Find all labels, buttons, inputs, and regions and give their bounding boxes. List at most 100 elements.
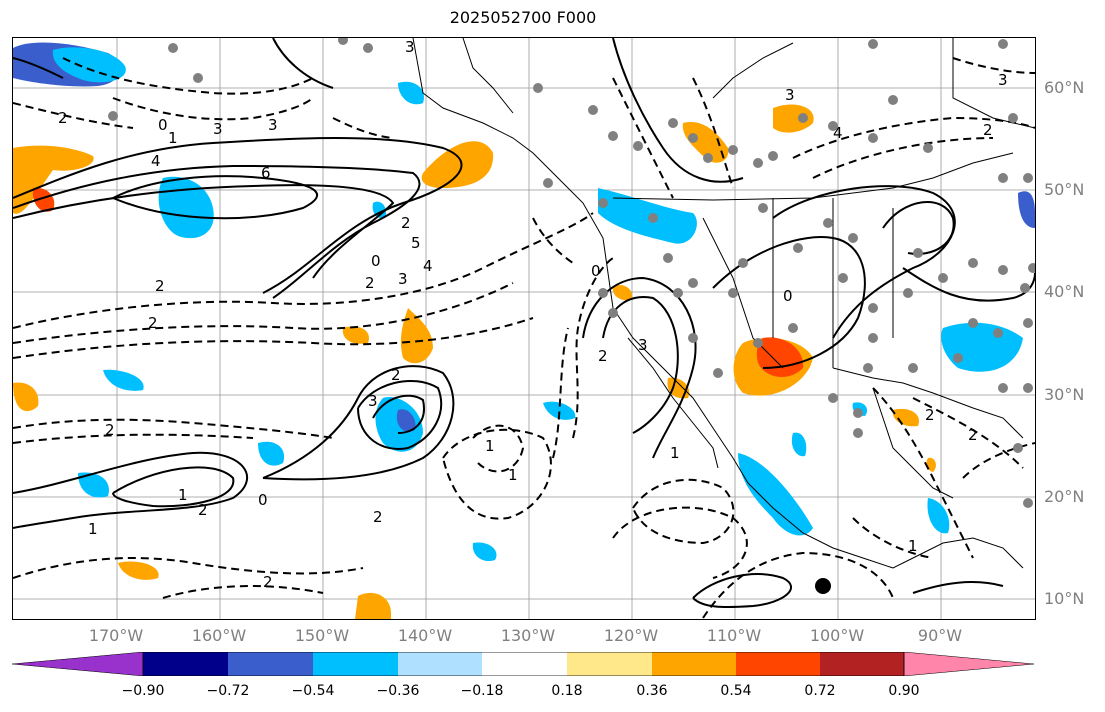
shade-negative [78, 472, 109, 498]
contour-label: 2 [983, 121, 993, 139]
colorbar-extend-low [12, 652, 144, 676]
contour-label: 2 [58, 109, 68, 127]
colorbar-tick: 0.72 [804, 683, 836, 699]
station-markers [108, 38, 1035, 508]
shade-negative [472, 542, 497, 562]
contour-label: 2 [148, 314, 158, 332]
lat-label: 50°N [1044, 180, 1085, 199]
lon-label: 90°W [917, 626, 963, 645]
lat-label: 10°N [1044, 589, 1085, 608]
colorbar-segment [143, 652, 228, 676]
lon-label: 120°W [603, 626, 659, 645]
center-marker [815, 578, 831, 594]
contour-label: 3 [405, 38, 415, 56]
colorbar-tick: 0.54 [720, 683, 752, 699]
lat-label: 20°N [1044, 487, 1085, 506]
shade-positive [342, 326, 369, 344]
colorbar-tick: −0.54 [291, 683, 335, 699]
colorbar-segment [313, 652, 398, 676]
colorbar-segment [652, 652, 736, 676]
contour-label: 3 [268, 116, 278, 134]
colorbar-tick: 0.90 [888, 683, 920, 699]
lon-label: 110°W [706, 626, 762, 645]
shade-negative [258, 441, 285, 466]
colorbar-segment [736, 652, 820, 676]
map-canvas: 3 2 0 1 4 6 3 3 2 5 4 0 2 3 2 2 2 3 2 1 … [13, 38, 1035, 619]
contour-label: 3 [368, 392, 378, 410]
contour-label: 0 [591, 262, 601, 280]
contour-label: 1 [508, 466, 518, 484]
colorbar-segment [398, 652, 482, 676]
shade-positive [118, 561, 159, 580]
contour-label: 4 [151, 152, 161, 170]
contour-label: 1 [168, 129, 178, 147]
map-title: 2025052700 F000 [449, 8, 597, 27]
colorbar-extend-high [903, 652, 1035, 676]
lon-label: 130°W [500, 626, 556, 645]
contour-label: 3 [213, 120, 223, 138]
colorbar-tick: 0.36 [636, 683, 668, 699]
contour-label: 5 [411, 234, 421, 252]
colorbar-tick: 0.18 [551, 683, 583, 699]
lat-label: 60°N [1044, 78, 1085, 97]
shade-positive [400, 308, 433, 364]
shade-positive [355, 592, 391, 619]
lat-label: 40°N [1044, 282, 1085, 301]
contour-label: 2 [365, 274, 375, 292]
shade-negative [941, 322, 1023, 372]
shade-negative [598, 188, 697, 244]
contour-label: 3 [638, 336, 648, 354]
colorbar-segment [820, 652, 904, 676]
colorbar-tick: −0.18 [460, 683, 504, 699]
lon-label: 160°W [191, 626, 247, 645]
shade-strong-positive [32, 187, 55, 212]
contour-label: 2 [598, 347, 608, 365]
lon-label: 100°W [809, 626, 865, 645]
solid-contours [13, 38, 1035, 609]
colorbar-segment [228, 652, 313, 676]
contour-label: 1 [670, 444, 680, 462]
contour-label: 2 [925, 406, 935, 424]
shade-positive [926, 457, 936, 472]
shade-strong-negative [396, 409, 416, 432]
shade-positive [421, 141, 494, 188]
contour-label: 2 [968, 426, 978, 444]
shade-negative [1018, 191, 1035, 228]
map-frame: 3 2 0 1 4 6 3 3 2 5 4 0 2 3 2 2 2 3 2 1 … [12, 37, 1036, 620]
contour-label: 3 [398, 270, 408, 288]
shade-negative [543, 401, 576, 420]
shade-negative [398, 81, 424, 105]
contour-labels: 3 2 0 1 4 6 3 3 2 5 4 0 2 3 2 2 2 3 2 1 … [58, 38, 1008, 591]
contour-label: 2 [401, 214, 411, 232]
contour-label: 2 [155, 277, 165, 295]
colorbar-tick: −0.90 [121, 683, 165, 699]
shade-positive [13, 382, 39, 412]
contour-label: 2 [391, 366, 401, 384]
contour-label: 0 [783, 287, 793, 305]
contour-label: 1 [485, 437, 495, 455]
contour-label: 1 [908, 537, 918, 555]
contour-label: 3 [785, 86, 795, 104]
lon-label: 150°W [294, 626, 350, 645]
colorbar-tick: −0.72 [206, 683, 250, 699]
contour-label: 4 [423, 257, 433, 275]
shade-negative [738, 453, 813, 536]
colorbar [12, 652, 1035, 676]
contour-label: 0 [158, 116, 168, 134]
shade-negative [927, 498, 950, 534]
shade-positive [682, 122, 729, 163]
colorbar-segment [482, 652, 567, 676]
contour-label: 6 [261, 164, 271, 182]
contour-label: 0 [371, 252, 381, 270]
lat-label: 30°N [1044, 385, 1085, 404]
colorbar-tick: −0.36 [376, 683, 420, 699]
contour-label: 2 [263, 573, 273, 591]
contour-label: 3 [998, 71, 1008, 89]
lon-label: 140°W [397, 626, 453, 645]
shade-positive [612, 284, 632, 301]
lon-label: 170°W [88, 626, 144, 645]
contour-label: 2 [373, 508, 383, 526]
shade-negative [103, 369, 144, 391]
dashed-contours [13, 57, 1035, 619]
contour-label: 2 [105, 421, 115, 439]
